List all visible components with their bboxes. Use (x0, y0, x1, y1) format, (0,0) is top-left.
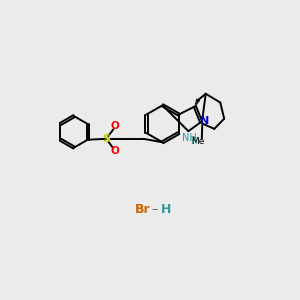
Text: Br: Br (134, 203, 150, 216)
Text: NH: NH (182, 133, 197, 142)
Text: N: N (200, 116, 209, 127)
Text: S: S (102, 134, 110, 144)
Text: –: – (152, 203, 158, 216)
Text: O: O (110, 146, 119, 157)
Text: H: H (190, 137, 197, 146)
Text: O: O (110, 121, 119, 131)
Text: H: H (161, 203, 172, 216)
Text: Me: Me (191, 137, 204, 146)
